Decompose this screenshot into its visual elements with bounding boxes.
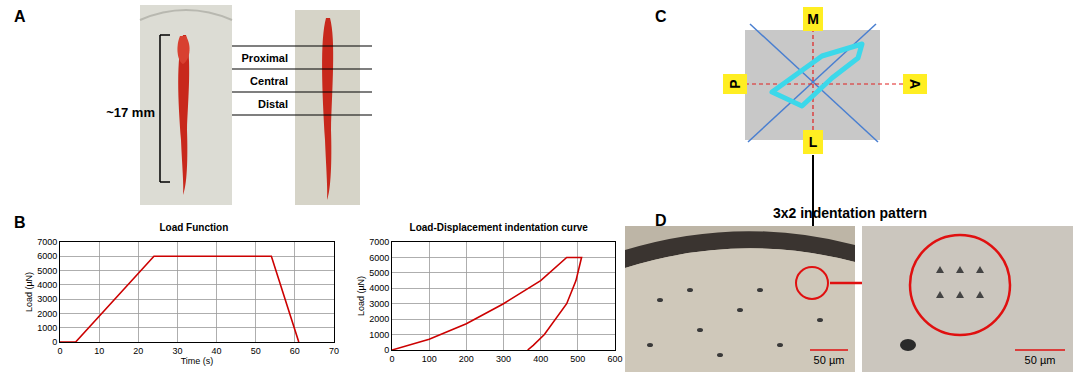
svg-text:3000: 3000 (37, 294, 57, 304)
svg-text:2000: 2000 (369, 314, 389, 324)
svg-text:0: 0 (384, 345, 389, 355)
svg-text:200: 200 (459, 354, 474, 364)
svg-text:100: 100 (422, 354, 437, 364)
svg-text:400: 400 (533, 354, 548, 364)
svg-text:0: 0 (389, 354, 394, 364)
svg-text:Load (µN): Load (µN) (24, 272, 34, 312)
svg-text:7000: 7000 (37, 237, 57, 247)
svg-text:10: 10 (94, 346, 104, 356)
svg-text:A: A (907, 79, 923, 89)
svg-text:3000: 3000 (369, 299, 389, 309)
svg-text:Distal: Distal (258, 98, 288, 110)
svg-text:5000: 5000 (37, 266, 57, 276)
svg-text:Central: Central (250, 75, 288, 87)
svg-text:3x2 indentation pattern: 3x2 indentation pattern (773, 205, 927, 221)
svg-text:B: B (14, 214, 26, 231)
svg-text:M: M (807, 11, 819, 27)
svg-text:0: 0 (57, 346, 62, 356)
svg-text:2000: 2000 (37, 309, 57, 319)
svg-text:C: C (655, 8, 667, 25)
svg-text:7000: 7000 (369, 237, 389, 247)
svg-text:Time (s): Time (s) (181, 356, 214, 366)
svg-text:30: 30 (172, 346, 182, 356)
svg-text:Load Function: Load Function (159, 222, 228, 233)
svg-text:600: 600 (607, 354, 622, 364)
svg-text:40: 40 (212, 346, 222, 356)
svg-text:20: 20 (133, 346, 143, 356)
svg-text:5000: 5000 (369, 268, 389, 278)
svg-text:0: 0 (52, 337, 57, 347)
svg-text:Proximal: Proximal (242, 52, 288, 64)
svg-text:500: 500 (570, 354, 585, 364)
svg-text:50 µm: 50 µm (1025, 354, 1056, 366)
svg-text:50: 50 (251, 346, 261, 356)
svg-text:4000: 4000 (37, 280, 57, 290)
svg-text:P: P (727, 79, 743, 88)
svg-text:70: 70 (329, 346, 339, 356)
svg-text:A: A (14, 8, 26, 25)
svg-text:Load (µN): Load (µN) (356, 276, 366, 316)
svg-text:~17 mm: ~17 mm (106, 105, 155, 120)
svg-text:D: D (655, 212, 667, 229)
svg-text:1000: 1000 (369, 330, 389, 340)
svg-text:300: 300 (496, 354, 511, 364)
svg-text:Load-Displacement indentation: Load-Displacement indentation curve (410, 222, 589, 233)
svg-text:60: 60 (290, 346, 300, 356)
svg-text:6000: 6000 (37, 251, 57, 261)
svg-text:L: L (809, 134, 818, 150)
svg-text:50 µm: 50 µm (814, 354, 845, 366)
svg-text:1000: 1000 (37, 323, 57, 333)
svg-text:4000: 4000 (369, 283, 389, 293)
svg-text:6000: 6000 (369, 253, 389, 263)
